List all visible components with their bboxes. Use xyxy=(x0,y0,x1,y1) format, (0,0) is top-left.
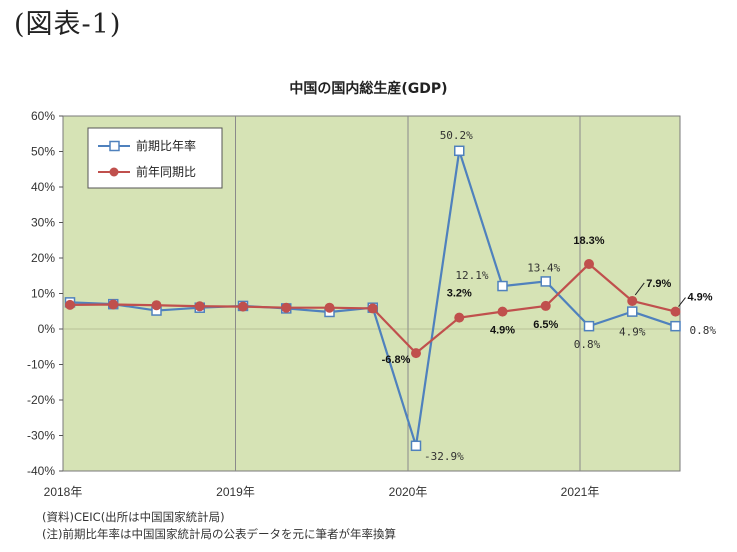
data-point xyxy=(540,300,551,311)
data-point xyxy=(65,299,75,310)
legend-label: 前年同期比 xyxy=(136,164,196,179)
chart-title: 中国の国内総生産(GDP) xyxy=(289,81,448,97)
y-tick-label: 40% xyxy=(31,180,55,194)
data-label: 13.4% xyxy=(527,261,560,274)
source-note: (資料)CEIC(出所は中国国家統計局) xyxy=(42,510,225,524)
data-label: -32.9% xyxy=(424,450,464,463)
data-label: 50.2% xyxy=(440,129,473,142)
x-tick-label: 2021年 xyxy=(561,485,600,499)
y-tick-label: 20% xyxy=(31,251,55,265)
legend-marker xyxy=(109,140,120,152)
x-tick-label: 2018年 xyxy=(44,485,83,499)
y-tick-label: -40% xyxy=(27,464,55,478)
data-point xyxy=(497,280,508,292)
data-point xyxy=(584,259,594,270)
data-label: 7.9% xyxy=(646,278,671,290)
data-point xyxy=(281,302,292,313)
y-tick-label: -30% xyxy=(27,429,55,443)
y-tick-label: -20% xyxy=(27,393,55,407)
data-label: -6.8% xyxy=(382,354,411,366)
leader-line xyxy=(634,282,645,296)
data-label: 3.2% xyxy=(447,288,472,300)
data-point xyxy=(410,440,422,452)
data-point xyxy=(367,303,378,314)
x-tick-label: 2019年 xyxy=(216,485,255,499)
data-point xyxy=(454,312,465,323)
data-point xyxy=(324,302,335,313)
legend-marker xyxy=(109,167,119,177)
data-point xyxy=(194,301,205,312)
leader-line xyxy=(678,297,686,307)
data-point xyxy=(540,276,551,287)
x-tick-label: 2020年 xyxy=(389,485,428,499)
data-point xyxy=(411,348,421,359)
y-tick-label: -10% xyxy=(27,358,55,372)
data-point xyxy=(454,145,465,157)
y-tick-label: 60% xyxy=(31,109,55,123)
data-point xyxy=(238,301,248,312)
y-tick-label: 10% xyxy=(31,287,55,301)
data-label: 18.3% xyxy=(573,235,604,247)
y-tick-label: 50% xyxy=(31,145,55,159)
data-label: 0.8% xyxy=(690,324,717,337)
data-label: 4.9% xyxy=(619,326,646,339)
data-point xyxy=(151,300,162,311)
data-point xyxy=(583,320,595,332)
data-label: 0.8% xyxy=(574,338,601,351)
y-tick-label: 0% xyxy=(38,322,56,336)
data-label: 6.5% xyxy=(533,319,558,331)
footnote: (注)前期比年率は中国国家統計局の公表データを元に筆者が年率換算 xyxy=(42,527,396,541)
data-label: 4.9% xyxy=(490,325,515,337)
data-point xyxy=(670,320,681,332)
y-tick-label: 30% xyxy=(31,216,55,230)
legend xyxy=(87,127,223,189)
figure-heading: (図表-1) xyxy=(14,9,122,40)
data-point xyxy=(108,299,119,310)
legend-label: 前期比年率 xyxy=(136,138,196,153)
data-point xyxy=(497,306,508,317)
data-point xyxy=(670,306,681,317)
data-label: 12.1% xyxy=(455,269,488,282)
data-point xyxy=(627,295,638,306)
data-point xyxy=(627,306,638,317)
data-label: 4.9% xyxy=(688,292,713,304)
